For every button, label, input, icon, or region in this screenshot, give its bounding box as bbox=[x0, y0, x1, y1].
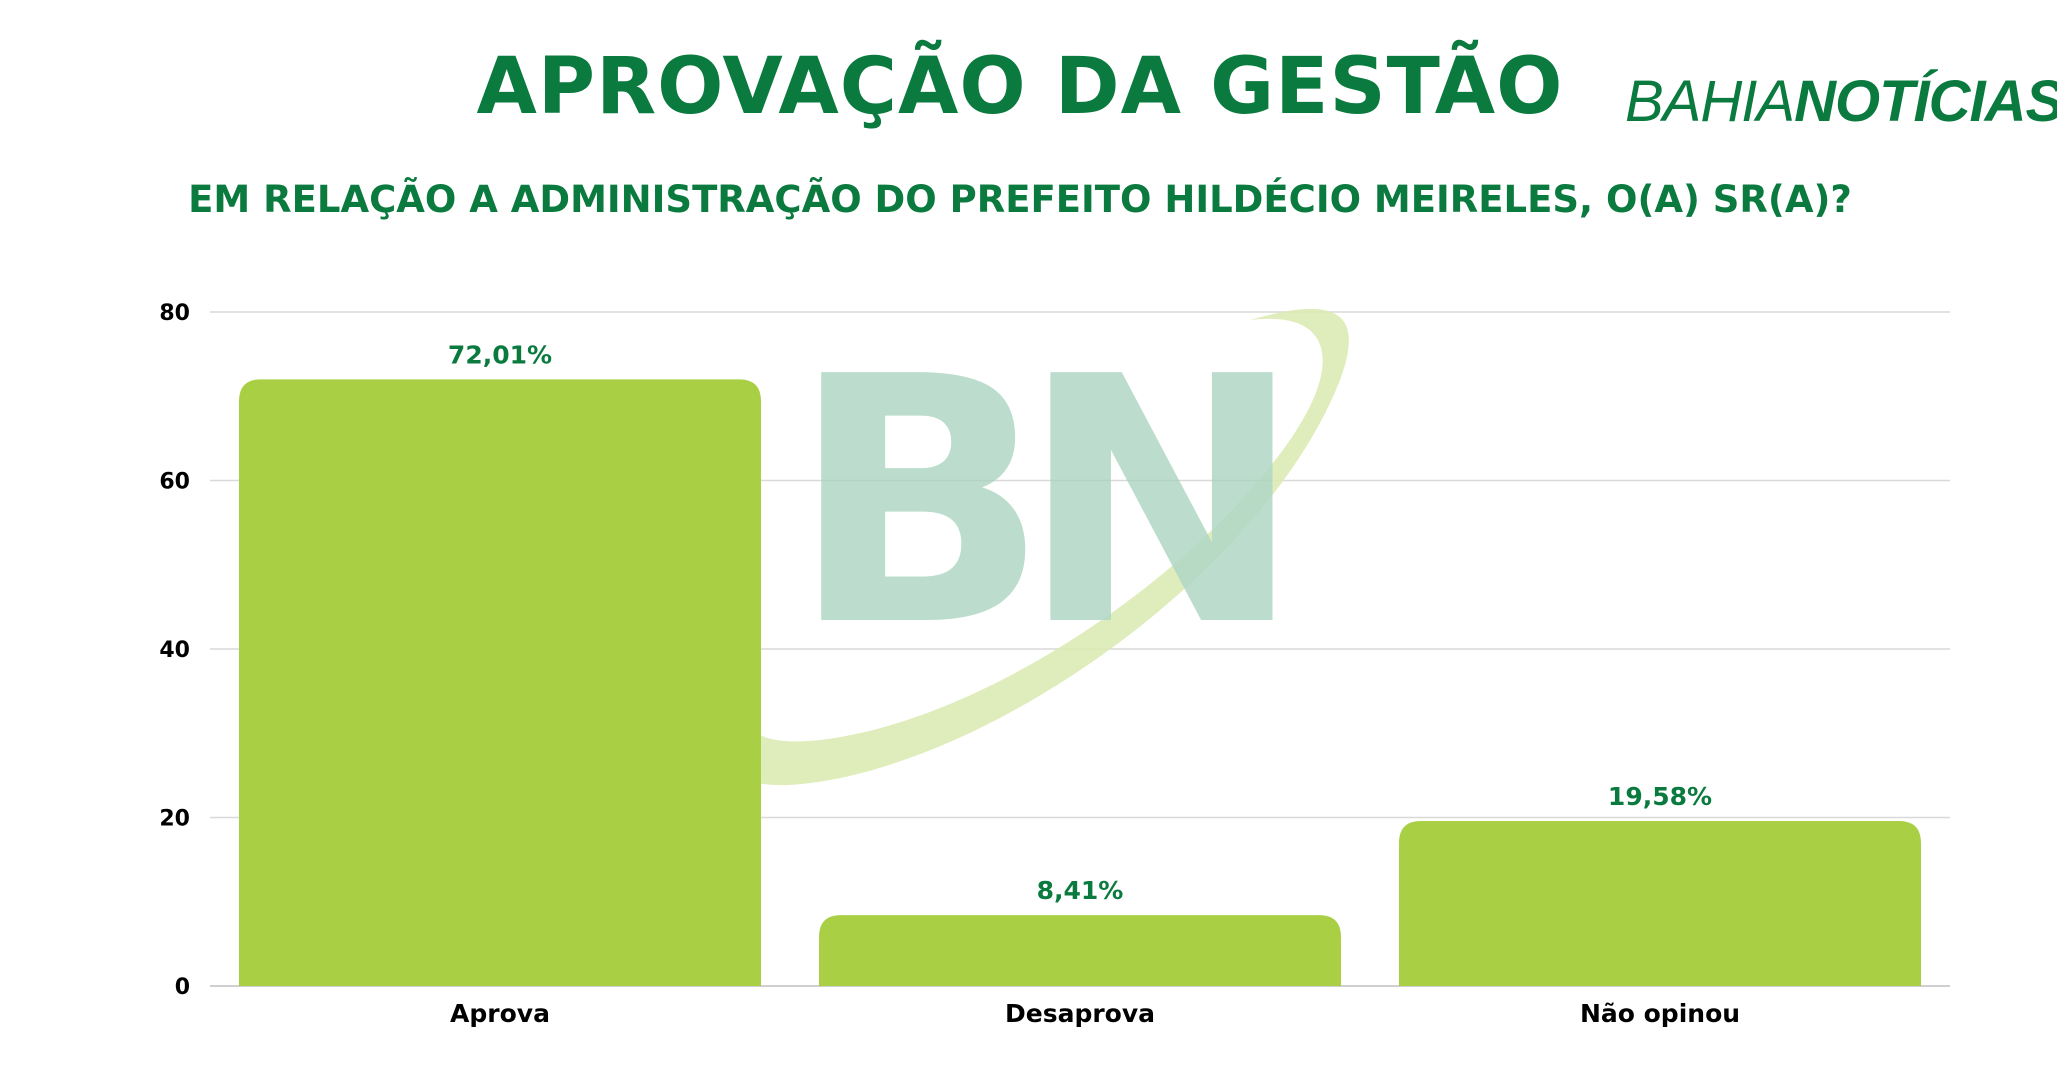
bars bbox=[239, 379, 1921, 986]
brand-logo: BAHIANOTÍCIAS bbox=[1625, 68, 2057, 135]
data-label: 19,58% bbox=[1608, 782, 1712, 811]
bar bbox=[819, 915, 1341, 986]
brand-logo-part1: BAHIA bbox=[1625, 69, 1795, 134]
chart-subtitle: EM RELAÇÃO A ADMINISTRAÇÃO DO PREFEITO H… bbox=[188, 178, 1852, 221]
data-label: 8,41% bbox=[1037, 876, 1124, 905]
data-label: 72,01% bbox=[448, 340, 552, 369]
y-tick-label: 0 bbox=[175, 975, 190, 1000]
page-title: APROVAÇÃO DA GESTÃO bbox=[476, 42, 1564, 132]
x-axis: Aprova Desaprova Não opinou bbox=[450, 999, 1740, 1028]
y-tick-label: 60 bbox=[159, 470, 190, 495]
bn-watermark-logo: BN bbox=[726, 305, 1349, 786]
data-labels: 72,01% 8,41% 19,58% bbox=[448, 340, 1712, 905]
x-tick-label: Não opinou bbox=[1580, 999, 1740, 1028]
y-tick-label: 40 bbox=[159, 638, 190, 663]
y-tick-label: 80 bbox=[159, 301, 190, 326]
watermark-text: BN bbox=[790, 305, 1274, 701]
y-tick-label: 20 bbox=[159, 807, 190, 832]
x-tick-label: Aprova bbox=[450, 999, 550, 1028]
bar bbox=[1399, 821, 1921, 986]
x-tick-label: Desaprova bbox=[1005, 999, 1155, 1028]
watermark-swoosh bbox=[726, 308, 1349, 786]
y-axis: 0 20 40 60 80 bbox=[159, 301, 190, 1000]
brand-logo-part2: NOTÍCIAS bbox=[1794, 69, 2057, 134]
bar bbox=[239, 379, 761, 986]
